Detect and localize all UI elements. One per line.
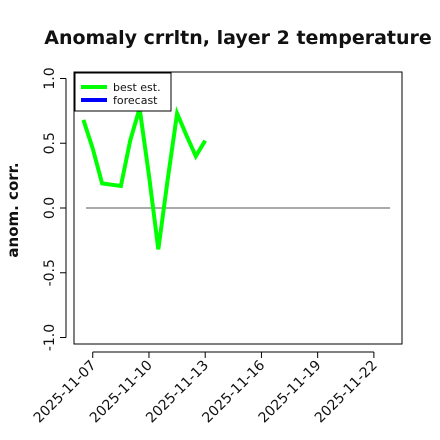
plot-frame (73, 71, 403, 345)
y-tick-label: -0.5 (42, 259, 58, 286)
legend-box (74, 72, 172, 112)
legend: best est. forecast (74, 72, 172, 112)
y-tick-label: 0.5 (42, 132, 58, 154)
series-line-best-est (81, 106, 207, 250)
y-tick-label: -1.0 (42, 324, 58, 351)
chart-title: Anomaly crrltn, layer 2 temperature (44, 27, 432, 49)
y-tick-label: 0.0 (42, 197, 58, 219)
legend-label-forecast: forecast (113, 94, 158, 107)
series-layer (81, 106, 207, 250)
y-tick-label: 1.0 (42, 67, 58, 89)
legend-label-best-est: best est. (113, 81, 161, 94)
y-axis-label: anom. corr. (4, 162, 22, 257)
